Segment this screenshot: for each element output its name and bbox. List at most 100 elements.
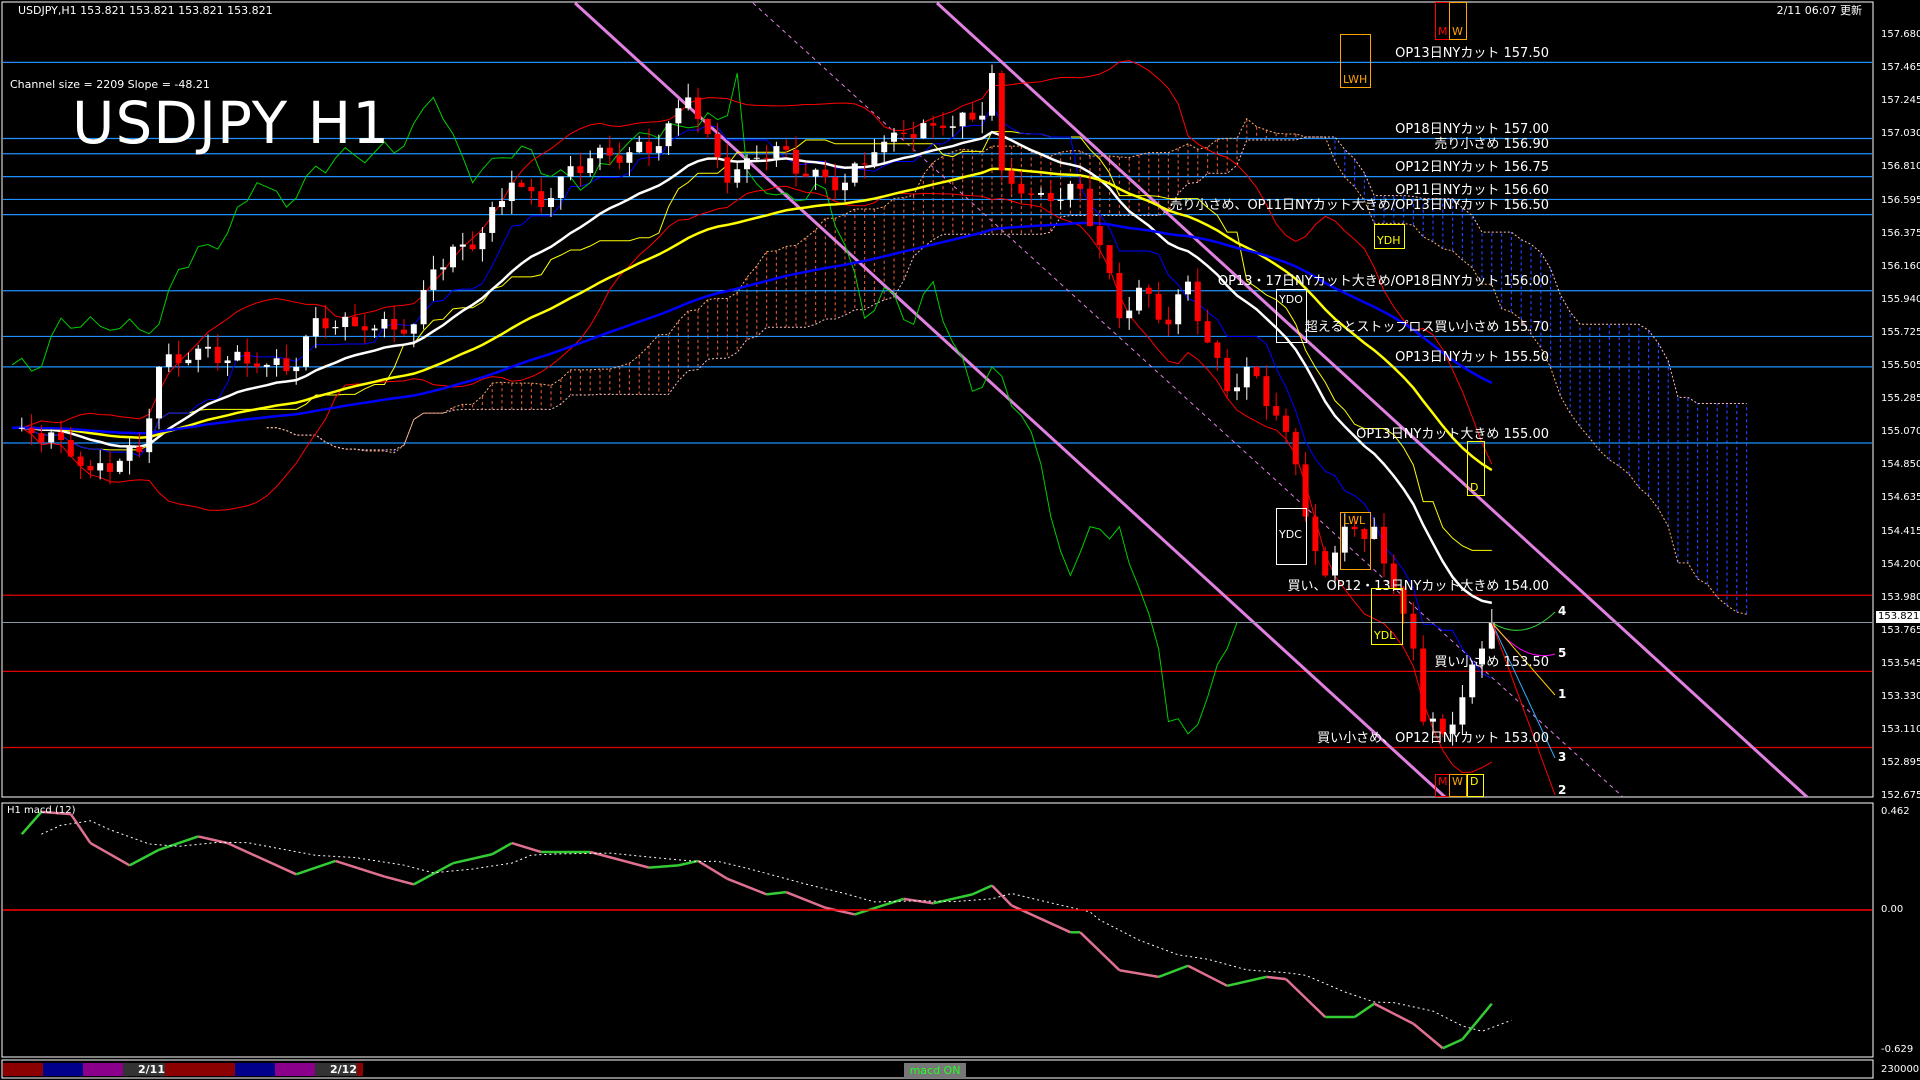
tenkan-line	[12, 104, 1493, 679]
candle-bearish	[1263, 376, 1270, 407]
candle-bearish	[1361, 529, 1368, 539]
candle-bullish	[185, 359, 192, 364]
session-segment	[235, 1063, 275, 1076]
candle-bullish	[499, 201, 505, 208]
d-low-label: D	[1470, 775, 1479, 788]
candle-bullish	[410, 324, 417, 334]
candle-bearish	[538, 191, 545, 208]
fan-label-1: 1	[1558, 687, 1567, 701]
candle-bullish	[430, 269, 437, 290]
candle-bearish	[1302, 464, 1309, 517]
candle-bearish	[518, 182, 525, 187]
macd-toggle-button[interactable]: macd ON	[904, 1063, 966, 1078]
candle-bearish	[1400, 587, 1407, 614]
candle-bearish	[1292, 431, 1299, 465]
candle-bullish	[293, 366, 300, 372]
candle-bearish	[1322, 551, 1329, 576]
macd-line-segment	[766, 890, 787, 896]
candle-bearish	[910, 133, 917, 139]
candle-bearish	[763, 157, 770, 159]
candle-bearish	[1390, 563, 1397, 588]
session-segment	[3, 1063, 43, 1076]
candle-bearish	[577, 166, 584, 173]
ydh-box: YDH	[1374, 224, 1405, 249]
candle-bearish	[58, 432, 64, 440]
candle-bearish	[802, 173, 809, 177]
macd-line-segment	[1285, 978, 1327, 1018]
candle-bearish	[1145, 287, 1152, 294]
session-segment	[43, 1063, 83, 1076]
candle-bearish	[783, 146, 790, 150]
price-tick: 153.980	[1881, 591, 1920, 603]
macd-tick-min: -0.629	[1881, 1044, 1914, 1055]
candle-bearish	[352, 316, 358, 327]
candle-bullish	[753, 157, 760, 159]
ydo-box: YDO	[1276, 289, 1307, 343]
channel-upper-line[interactable]	[935, 1, 1809, 799]
candle-bearish	[1283, 415, 1289, 432]
month-high-box: M	[1435, 2, 1450, 40]
ema-mid-line	[12, 167, 1493, 472]
candle-bearish	[322, 318, 329, 329]
session-segment	[357, 1063, 363, 1076]
session-segment	[165, 1063, 235, 1076]
price-tick: 153.330	[1881, 691, 1920, 702]
candle-bearish	[695, 97, 701, 120]
candle-bullish	[1449, 724, 1456, 734]
level-label: 買い小さめ、OP12日NYカット 153.00	[1317, 731, 1549, 747]
candle-bearish	[793, 149, 799, 174]
price-tick: 154.850	[1881, 459, 1920, 471]
fan-label-5: 5	[1558, 646, 1567, 660]
candle-bearish	[1028, 193, 1035, 195]
macd-line-segment	[295, 859, 336, 876]
macd-line-segment	[413, 862, 454, 886]
candle-bullish	[1067, 183, 1074, 200]
macd-line-segment	[69, 813, 92, 844]
candle-bearish	[832, 177, 839, 191]
price-tick: 153.110	[1881, 724, 1920, 736]
candle-bullish	[342, 316, 349, 328]
senkou-span-b	[266, 136, 1747, 451]
candle-bearish	[714, 133, 721, 158]
candle-bullish	[959, 112, 966, 127]
ydl-label: YDL	[1374, 629, 1396, 642]
candle-bearish	[1381, 526, 1387, 564]
level-label: OP13・17日NYカット大きめ/OP18日NYカット 156.00	[1217, 274, 1549, 290]
candle-bullish	[744, 158, 750, 170]
macd-line-segment	[589, 850, 650, 869]
candle-bullish	[1371, 526, 1378, 539]
candle-bullish	[1479, 648, 1485, 665]
candle-bearish	[1096, 226, 1103, 246]
bottom-bar-border	[1, 1059, 1874, 1079]
candle-bullish	[891, 132, 897, 142]
candle-bullish	[205, 346, 211, 349]
level-label: OP11日NYカット 156.60	[1395, 182, 1549, 198]
price-tick: 155.070	[1881, 426, 1920, 438]
macd-line-segment	[158, 835, 199, 851]
candle-bullish	[332, 327, 339, 329]
candle-bullish	[665, 123, 672, 147]
price-tick: 156.810	[1881, 161, 1920, 173]
candle-bearish	[1224, 357, 1231, 392]
candle-bearish	[1253, 366, 1260, 377]
candle-bullish	[1332, 552, 1338, 576]
price-tick: 154.635	[1881, 492, 1920, 504]
lwh-label: LWH	[1343, 73, 1368, 86]
macd-line-segment	[1353, 1002, 1375, 1019]
candle-bullish	[18, 427, 25, 429]
chart-title: USDJPY H1	[72, 89, 391, 157]
ydo-label: YDO	[1279, 293, 1303, 306]
candle-bearish	[175, 354, 182, 364]
macd-tick-zero: 0.00	[1881, 904, 1904, 915]
forecast-line	[1491, 611, 1556, 631]
m-label: M	[1438, 25, 1448, 38]
forecast-line	[1491, 622, 1556, 759]
macd-line-segment	[697, 859, 729, 880]
candle-bullish	[440, 267, 447, 270]
macd-line-segment	[932, 893, 973, 905]
candle-bearish	[646, 141, 652, 153]
macd-line-segment	[971, 884, 993, 896]
candle-bearish	[1018, 183, 1025, 194]
candle-bullish	[1038, 192, 1044, 195]
